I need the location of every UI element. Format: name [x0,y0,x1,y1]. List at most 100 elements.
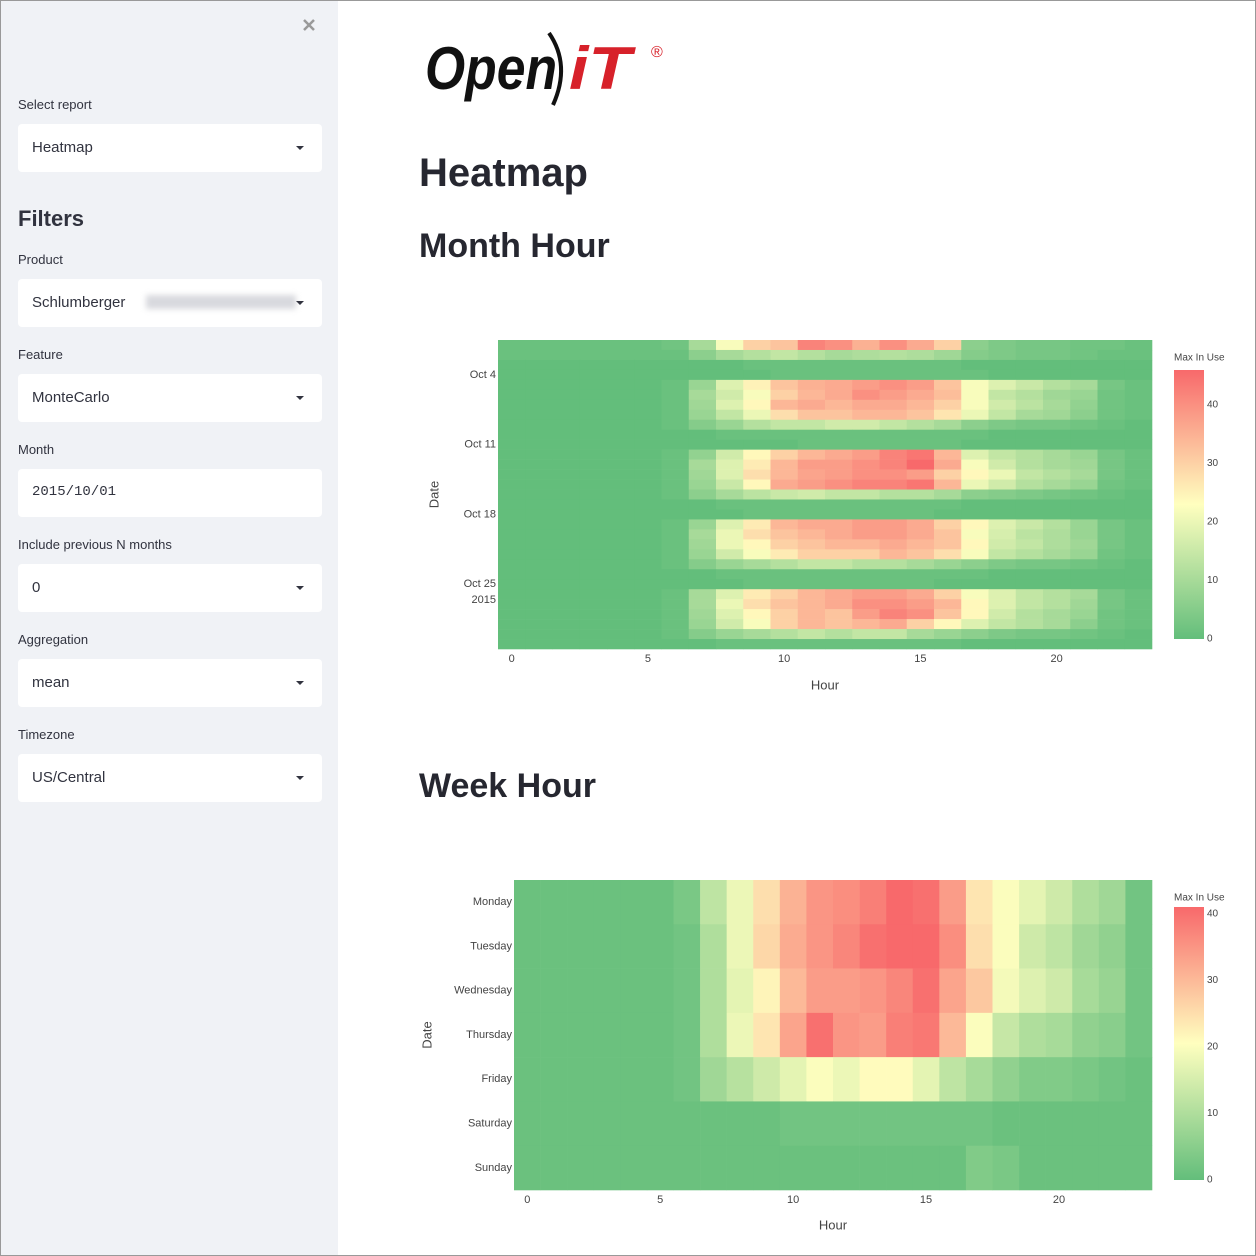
heat-cell [514,968,541,1014]
heat-cell [688,489,717,500]
caret [296,681,304,685]
select-box[interactable]: US/Central [18,754,322,802]
x-tick-label: 15 [920,1194,932,1206]
heat-cell [906,569,935,580]
heat-cell [634,589,662,600]
select-box[interactable]: mean [18,659,322,707]
heat-cell [1015,399,1044,411]
heat-cell [934,489,962,500]
select-box[interactable]: Schlumberger [18,279,322,327]
select-box[interactable]: 0 [18,564,322,612]
heat-cell [498,509,526,520]
close-button[interactable] [302,18,316,32]
heat-cell [961,429,989,440]
heat-cell [716,449,744,460]
select-box[interactable]: MonteCarlo [18,374,322,422]
heat-cell [1015,549,1044,560]
heat-cell [579,619,608,630]
heat-cell [579,429,608,440]
sidebar: Select report Heatmap Filters Product Sch… [1,1,338,1255]
heat-cell [634,469,662,480]
heat-cell [579,519,608,530]
heat-cell [779,1145,807,1191]
heat-cell [906,429,935,440]
heat-cell [661,459,690,470]
heat-cell [961,359,989,371]
heat-cell [579,349,608,361]
heat-cell [1043,599,1071,610]
heat-cell [716,369,744,381]
heat-cell [965,880,993,925]
heat-cell [1097,369,1126,381]
heat-cell [661,429,690,440]
colorbar-tick-label: 20 [1207,517,1219,528]
heat-cell [688,619,717,630]
heat-cell [939,924,967,969]
select-box[interactable]: Heatmap [18,124,322,172]
heat-cell [743,509,771,520]
heat-cell [852,389,880,401]
caret [296,586,304,590]
heat-cell [593,1101,621,1147]
heat-cell [797,349,826,361]
heat-cell [934,469,962,480]
heat-cell [1015,449,1044,460]
heat-cell [514,880,541,925]
heat-cell [661,369,690,381]
heat-cell [688,509,717,520]
heat-cell [988,449,1017,460]
heat-cell [1124,529,1153,540]
heat-cell [1072,924,1100,969]
heat-cell [634,489,662,500]
heat-cell [716,629,744,640]
heat-cell [934,539,962,550]
date-input[interactable]: 2015/10/01 [18,469,322,517]
heat-cell [661,389,690,401]
heat-cell [934,569,962,580]
heat-cell [1043,499,1071,510]
heat-cell [906,389,935,401]
heat-cell [498,349,526,361]
heat-cell [797,579,826,590]
heat-cell [1015,469,1044,480]
heat-cell [1124,409,1153,421]
x-tick-label: 0 [524,1194,530,1206]
heat-cell [852,359,880,371]
heat-cell [498,399,526,411]
colorbar-tick-label: 0 [1207,634,1213,645]
heat-cell [688,559,717,570]
heat-cell [906,499,935,510]
heat-cell [525,459,553,470]
heat-cell [988,419,1017,431]
heat-cell [833,924,860,969]
colorbar-tick-label: 10 [1207,575,1219,586]
heat-cell [1097,589,1126,600]
heat-cell [593,1057,621,1102]
heat-cell [934,499,962,510]
heat-cell [567,924,595,969]
heat-cell [1070,369,1098,381]
heat-cell [579,449,608,460]
heat-cell [620,1145,648,1191]
heat-cell [1124,569,1153,580]
heat-cell [906,369,935,381]
heat-cell [1124,459,1153,470]
heat-cell [825,479,853,490]
heat-cell [1043,489,1071,500]
heat-cell [607,439,635,450]
heat-cell [688,439,717,450]
heat-cell [886,880,914,925]
heat-cell [906,599,935,610]
heat-cell [567,1057,595,1102]
section-title: Week Hour [419,767,596,805]
heat-cell [1070,559,1098,570]
heat-cell [716,499,744,510]
select-value: Heatmap [32,139,93,156]
input-value: mean [32,674,70,691]
heat-cell [779,880,807,925]
heat-cell [552,539,581,550]
heat-cell [961,569,989,580]
heat-cell [961,559,989,570]
heat-cell [1097,619,1126,630]
heat-cell [961,609,989,620]
